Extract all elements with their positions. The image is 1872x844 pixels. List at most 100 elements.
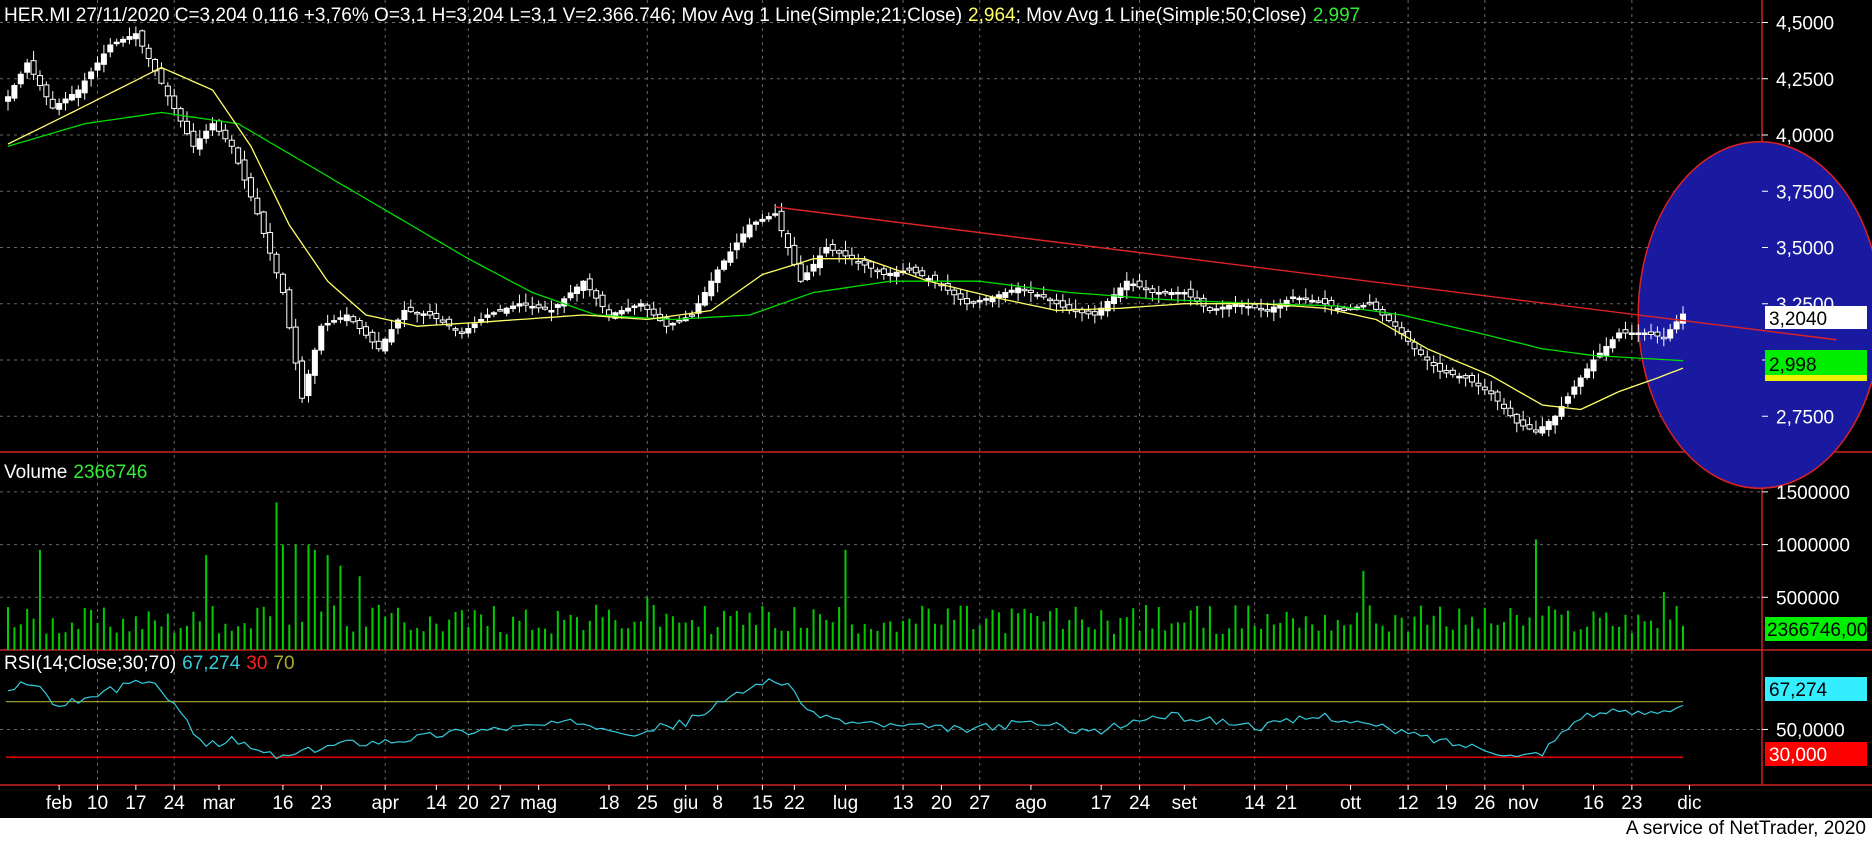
ma50-label: ; Mov Avg 1 Line(Simple;50;Close) (1016, 5, 1307, 26)
candle-body (311, 349, 318, 376)
candle-body (1181, 292, 1188, 295)
candle (836, 249, 843, 263)
candle-body (669, 322, 676, 326)
candle-body (995, 294, 1002, 299)
candle-body (375, 340, 382, 350)
candle (522, 293, 529, 312)
candle (1462, 373, 1469, 387)
candle-body (983, 298, 990, 301)
candle (1117, 283, 1124, 303)
candle-body (637, 303, 644, 307)
candle-body (1609, 339, 1616, 349)
candle (1264, 302, 1271, 318)
candle-body (714, 269, 721, 284)
candle (510, 301, 517, 313)
candle (1443, 364, 1450, 378)
candle-body (158, 68, 165, 84)
candle (81, 72, 88, 100)
candle-body (573, 286, 580, 295)
volume-value: 2366746 (73, 462, 147, 483)
candle-body (81, 80, 88, 94)
rsi-header: RSI(14;Close;30;70) 67,274 30 70 (4, 653, 295, 674)
candle-body (823, 247, 830, 254)
candle-body (254, 197, 261, 215)
candle-body (727, 251, 734, 263)
candle-body (1590, 359, 1597, 372)
candle (1027, 281, 1034, 303)
candle-body (1130, 283, 1137, 287)
candle-body (618, 310, 625, 315)
candle-body (478, 319, 485, 322)
candle (190, 123, 197, 154)
candle (1155, 285, 1162, 304)
candle-body (746, 224, 753, 238)
candle (139, 29, 146, 54)
candle-body (861, 259, 868, 266)
candle (1136, 274, 1143, 290)
candle (426, 303, 433, 319)
x-tick-label: 10 (87, 793, 108, 814)
y-tick-label: 1500000 (1776, 483, 1850, 504)
candle (1430, 355, 1437, 374)
x-tick-label: 24 (1129, 793, 1151, 814)
candle (1520, 410, 1527, 431)
candle (337, 310, 344, 324)
candle (1424, 350, 1431, 371)
candle-body (1047, 298, 1054, 302)
candle-body (1411, 341, 1418, 350)
candle (1680, 306, 1686, 330)
volume-bars (7, 502, 1684, 650)
candle-body (241, 159, 248, 181)
candle (631, 303, 638, 316)
candle (49, 91, 56, 110)
candle (1571, 380, 1578, 399)
candle (452, 326, 459, 337)
candle (1449, 367, 1456, 378)
candle-body (1392, 321, 1399, 327)
candle (676, 316, 683, 325)
candle-body (203, 130, 210, 139)
x-tick-label: 14 (1244, 793, 1266, 814)
candle-body (164, 85, 171, 97)
candle-body (529, 305, 536, 309)
candle-body (1021, 288, 1028, 292)
candle-body (228, 139, 235, 147)
candle (484, 308, 491, 324)
candle-body (912, 266, 919, 274)
candle-body (593, 290, 600, 299)
candle-body (1673, 321, 1680, 330)
x-tick-label: 26 (1474, 793, 1495, 814)
candle (1104, 298, 1111, 317)
candle-body (1251, 303, 1258, 309)
rsi-line (7, 678, 1684, 760)
candle-body (452, 328, 459, 331)
candle-body (1219, 306, 1226, 310)
candle-body (1002, 292, 1009, 298)
y-tick-label: 4,2500 (1776, 70, 1834, 91)
badge-rsi: 67,274 (1765, 677, 1867, 701)
candle (1142, 279, 1149, 298)
candle-body (752, 221, 759, 225)
candle (1494, 389, 1501, 411)
ma50-line (7, 111, 1684, 362)
candle (567, 285, 574, 301)
candle-body (337, 317, 344, 320)
candle-body (1270, 306, 1277, 313)
candle-body (5, 96, 11, 102)
candle-body (139, 30, 146, 47)
candle-body (1603, 346, 1610, 356)
x-tick-label: 13 (892, 793, 913, 814)
candle-body (1449, 369, 1456, 376)
candle (637, 299, 644, 312)
trendline (775, 206, 1837, 341)
candle-body (791, 244, 798, 265)
badge-ma50: 2,998 (1765, 350, 1867, 381)
candle (222, 124, 229, 143)
candle (976, 296, 983, 309)
candle (203, 124, 210, 144)
candle (995, 290, 1002, 308)
candle (1085, 304, 1092, 319)
rsi-value: 67,274 (182, 653, 241, 674)
x-tick-label: ago (1015, 793, 1047, 814)
candle-body (778, 210, 785, 232)
